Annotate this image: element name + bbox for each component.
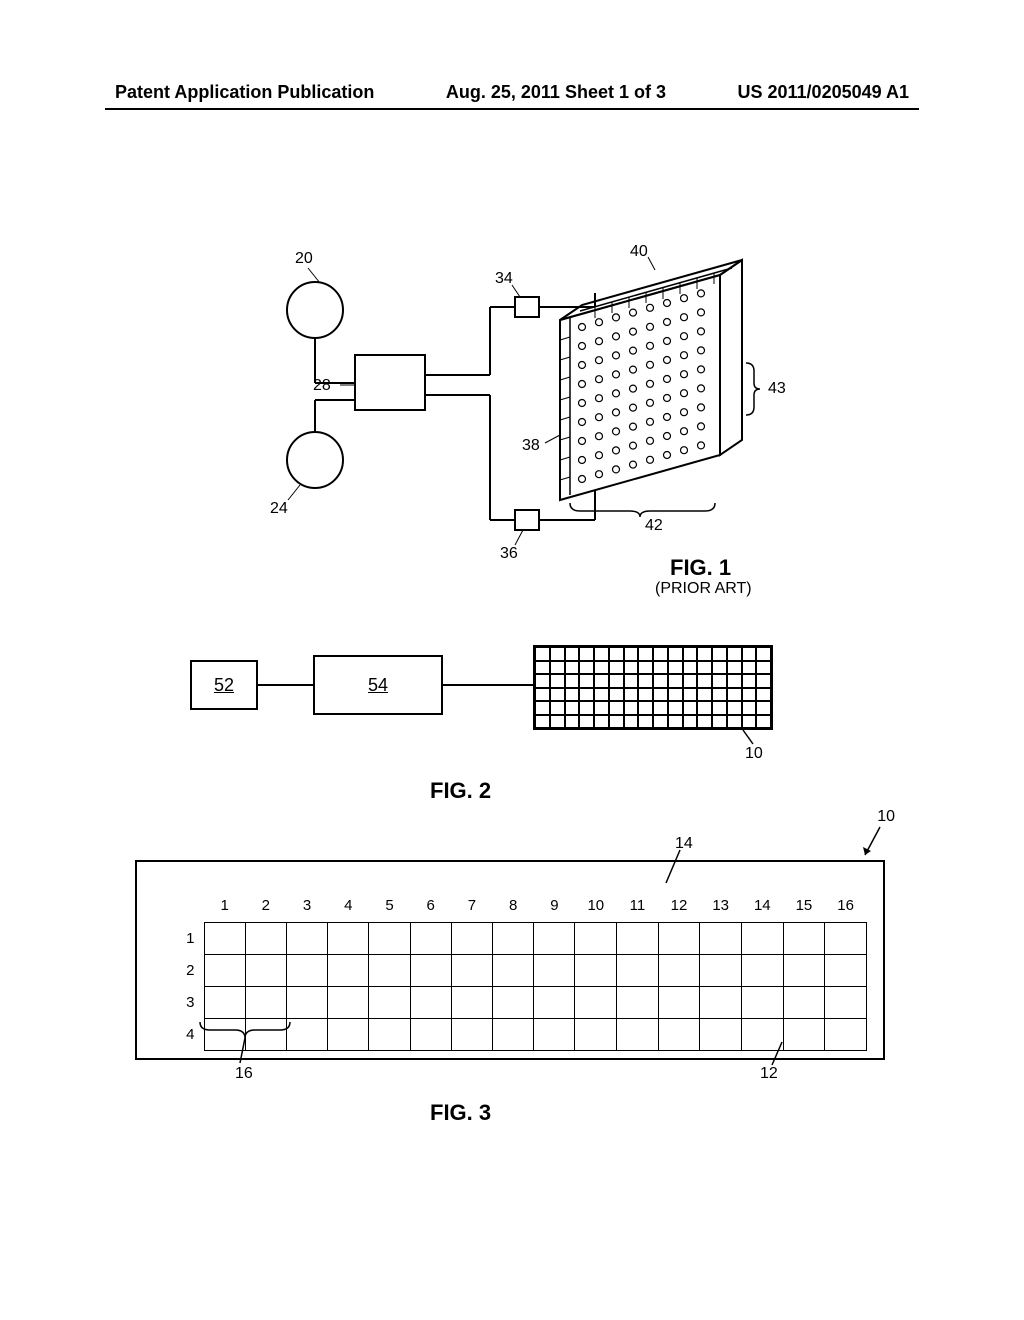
header-left: Patent Application Publication	[115, 82, 374, 103]
ref-38: 38	[522, 437, 540, 455]
ref-36: 36	[500, 545, 518, 563]
fig3-ref-10: 10	[877, 808, 895, 826]
fig3-ref-16-leader	[235, 1038, 260, 1066]
ref-43: 43	[768, 380, 786, 398]
header-center: Aug. 25, 2011 Sheet 1 of 3	[446, 82, 666, 103]
figure-1: 20 24 28 34 36 38 40 42 43	[260, 255, 800, 575]
fig2-box-52: 52	[190, 660, 258, 710]
fig3-ref-10-leader	[860, 825, 890, 860]
ref-42: 42	[645, 517, 663, 535]
figure-3: 10 123456789101112131415161234 14 12 16	[135, 830, 885, 1080]
figure-2: 52 54 10	[190, 640, 820, 760]
fig2-grid-cells	[535, 647, 771, 728]
fig3-ref-14-leader	[660, 848, 690, 886]
fig2-connector-1	[258, 684, 313, 686]
fig2-box-54: 54	[313, 655, 443, 715]
ref-34: 34	[495, 270, 513, 288]
fig2-connector-2	[443, 684, 533, 686]
fig2-display-grid	[533, 645, 773, 730]
fig1-subtitle: (PRIOR ART)	[655, 580, 752, 598]
ref-24: 24	[270, 500, 288, 518]
fig3-title: FIG. 3	[430, 1100, 491, 1126]
page-header: Patent Application Publication Aug. 25, …	[0, 82, 1024, 103]
fig2-title: FIG. 2	[430, 778, 491, 804]
ref-20: 20	[295, 250, 313, 268]
fig1-title: FIG. 1	[670, 555, 731, 581]
page: Patent Application Publication Aug. 25, …	[0, 0, 1024, 1320]
ref-40: 40	[630, 243, 648, 261]
header-rule	[105, 108, 919, 110]
fig2-box-54-label: 54	[368, 675, 388, 696]
fig3-ref-12-leader	[760, 1040, 790, 1068]
ref-28: 28	[313, 377, 331, 395]
header-right: US 2011/0205049 A1	[738, 82, 909, 103]
fig2-box-52-label: 52	[214, 675, 234, 696]
fig3-ref-16: 16	[235, 1065, 253, 1083]
fig2-ref-10-leader	[735, 728, 760, 748]
fig1-svg	[260, 255, 800, 575]
